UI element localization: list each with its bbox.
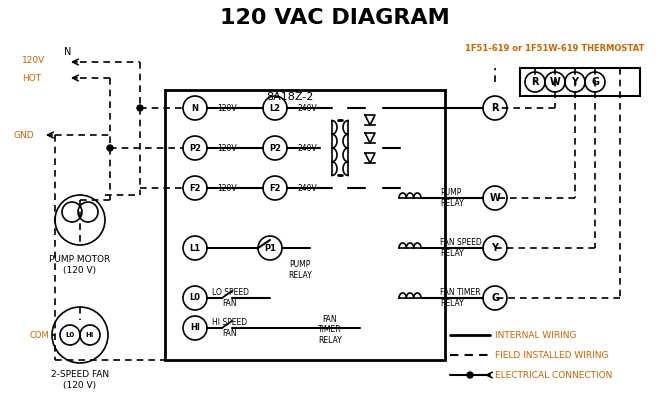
Text: 240V: 240V — [297, 184, 317, 192]
Text: Y: Y — [572, 77, 578, 87]
Text: N: N — [64, 47, 72, 57]
Text: HOT: HOT — [22, 73, 41, 83]
Text: FAN SPEED
RELAY: FAN SPEED RELAY — [440, 238, 482, 258]
Text: HI: HI — [190, 323, 200, 333]
Text: W: W — [549, 77, 560, 87]
Text: L2: L2 — [269, 103, 281, 112]
Text: 240V: 240V — [297, 143, 317, 153]
Text: INTERNAL WIRING: INTERNAL WIRING — [495, 331, 576, 339]
Text: LO SPEED
FAN: LO SPEED FAN — [212, 288, 249, 308]
Text: GND: GND — [14, 130, 35, 140]
Text: COM: COM — [30, 331, 50, 339]
Text: R: R — [491, 103, 498, 113]
Text: P2: P2 — [189, 143, 201, 153]
Text: G: G — [491, 293, 499, 303]
Text: 240V: 240V — [297, 103, 317, 112]
Text: 120V: 120V — [22, 55, 46, 65]
Text: FAN TIMER
RELAY: FAN TIMER RELAY — [440, 288, 480, 308]
Text: 1F51-619 or 1F51W-619 THERMOSTAT: 1F51-619 or 1F51W-619 THERMOSTAT — [465, 44, 645, 52]
Text: R: R — [531, 77, 539, 87]
Text: G: G — [591, 77, 599, 87]
Text: HI: HI — [86, 332, 94, 338]
Text: N: N — [192, 103, 198, 112]
Text: PUMP MOTOR
(120 V): PUMP MOTOR (120 V) — [50, 255, 111, 275]
Text: Y: Y — [492, 243, 498, 253]
Text: 8A18Z-2: 8A18Z-2 — [266, 92, 314, 102]
Text: P1: P1 — [264, 243, 276, 253]
Text: F2: F2 — [269, 184, 281, 192]
Text: HI SPEED
FAN: HI SPEED FAN — [212, 318, 247, 338]
Text: FAN
TIMER
RELAY: FAN TIMER RELAY — [318, 315, 342, 345]
Text: L1: L1 — [190, 243, 200, 253]
Text: 120 VAC DIAGRAM: 120 VAC DIAGRAM — [220, 8, 450, 28]
Text: L0: L0 — [190, 293, 200, 303]
Text: 120V: 120V — [217, 103, 237, 112]
Text: 120V: 120V — [217, 143, 237, 153]
Text: 2-SPEED FAN
(120 V): 2-SPEED FAN (120 V) — [51, 370, 109, 390]
Text: PUMP
RELAY: PUMP RELAY — [440, 188, 464, 208]
Text: W: W — [490, 193, 500, 203]
Text: ELECTRICAL CONNECTION: ELECTRICAL CONNECTION — [495, 370, 612, 380]
Circle shape — [137, 105, 143, 111]
Text: FIELD INSTALLED WIRING: FIELD INSTALLED WIRING — [495, 351, 608, 360]
Circle shape — [467, 372, 473, 378]
Text: PUMP
RELAY: PUMP RELAY — [288, 260, 312, 280]
Circle shape — [107, 145, 113, 151]
Text: P2: P2 — [269, 143, 281, 153]
Text: F2: F2 — [189, 184, 201, 192]
Text: L0: L0 — [66, 332, 74, 338]
Text: 120V: 120V — [217, 184, 237, 192]
